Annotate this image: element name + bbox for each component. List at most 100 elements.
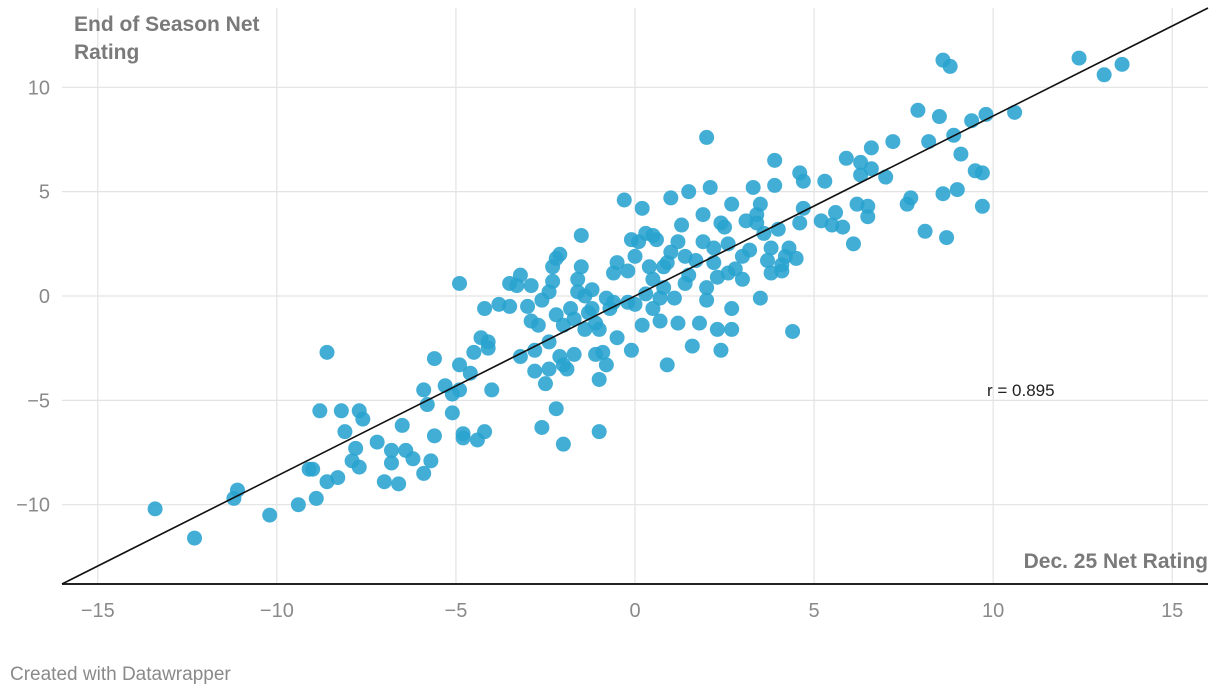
data-point [455, 430, 471, 446]
data-point [674, 217, 690, 233]
data-point [863, 140, 879, 156]
data-point [620, 263, 636, 279]
data-point [684, 338, 700, 354]
trend-line [61, 7, 1209, 585]
y-tick-label: 0 [39, 286, 50, 308]
data-point [623, 232, 639, 248]
data-point [734, 271, 750, 287]
data-point [477, 301, 493, 317]
data-point [939, 230, 955, 246]
data-point [706, 240, 722, 256]
data-point [652, 290, 668, 306]
data-point [817, 173, 833, 189]
data-point [677, 248, 693, 264]
data-point [681, 184, 697, 200]
y-tick-labels: −10 −5 0 5 10 [16, 77, 50, 516]
data-points [147, 50, 1130, 546]
data-point [616, 192, 632, 208]
data-point [935, 186, 951, 202]
correlation-annotation: r = 0.895 [987, 381, 1055, 400]
data-point [663, 190, 679, 206]
data-point [312, 403, 328, 419]
data-point [835, 219, 851, 235]
data-point [545, 273, 561, 289]
data-point [781, 240, 797, 256]
data-point [634, 200, 650, 216]
data-point [838, 150, 854, 166]
data-point [878, 169, 894, 185]
credit-text: Created with Datawrapper [10, 664, 231, 685]
data-point [903, 190, 919, 206]
data-point [337, 424, 353, 440]
data-point [577, 321, 593, 337]
data-point [734, 248, 750, 264]
data-point [262, 507, 278, 523]
x-tick-label: 15 [1161, 600, 1183, 622]
data-point [523, 278, 539, 294]
data-point [885, 134, 901, 150]
data-point [426, 428, 442, 444]
data-point [1096, 67, 1112, 83]
data-point [666, 290, 682, 306]
data-point [767, 177, 783, 193]
data-point [305, 461, 321, 477]
x-tick-label: 5 [809, 600, 820, 622]
data-point [752, 290, 768, 306]
data-point [709, 321, 725, 337]
data-point [147, 501, 163, 517]
data-point [652, 313, 668, 329]
y-axis-title: End of Season Net Rating [74, 13, 265, 64]
data-point [788, 250, 804, 266]
data-point [760, 253, 776, 269]
data-point [591, 371, 607, 387]
data-point [520, 298, 536, 314]
data-point [534, 292, 550, 308]
data-point [512, 349, 528, 365]
data-point [863, 161, 879, 177]
data-point [623, 342, 639, 358]
x-tick-label: −5 [445, 600, 468, 622]
x-tick-label: 0 [629, 600, 640, 622]
data-point [383, 455, 399, 471]
data-point [663, 244, 679, 260]
data-point [391, 476, 407, 492]
data-point [452, 357, 468, 373]
x-axis-title: Dec. 25 Net Rating [1024, 550, 1208, 573]
data-point [484, 382, 500, 398]
data-point [713, 342, 729, 358]
data-point [512, 267, 528, 283]
data-point [749, 215, 765, 231]
data-point [452, 275, 468, 291]
data-point [724, 301, 740, 317]
data-point [290, 497, 306, 513]
data-point [591, 424, 607, 440]
data-point [645, 227, 661, 243]
data-point [921, 134, 937, 150]
data-point [691, 315, 707, 331]
data-point [699, 280, 715, 296]
data-point [570, 271, 586, 287]
data-point [405, 451, 421, 467]
data-point [645, 301, 661, 317]
data-point [659, 357, 675, 373]
data-point [491, 296, 507, 312]
data-point [369, 434, 385, 450]
y-tick-label: 10 [28, 77, 50, 99]
data-point [555, 436, 571, 452]
data-point [530, 317, 546, 333]
data-point [795, 200, 811, 216]
data-point [670, 315, 686, 331]
y-tick-label: −10 [16, 495, 50, 517]
data-point [702, 179, 718, 195]
data-point [670, 234, 686, 250]
x-tick-label: 10 [982, 600, 1004, 622]
data-point [974, 165, 990, 181]
data-point [591, 321, 607, 337]
data-point [466, 344, 482, 360]
data-point [699, 292, 715, 308]
data-point [638, 286, 654, 302]
data-point [319, 344, 335, 360]
data-point [308, 490, 324, 506]
data-point [828, 205, 844, 221]
data-point [548, 307, 564, 323]
